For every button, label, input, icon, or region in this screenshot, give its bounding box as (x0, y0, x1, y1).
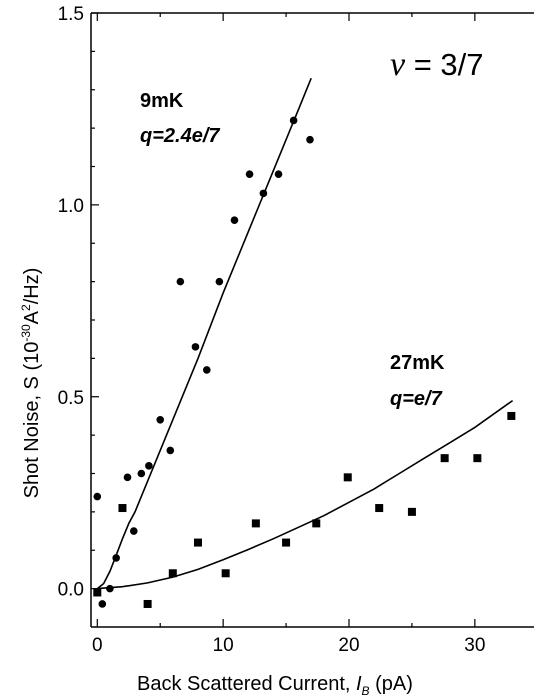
x-axis-title-unit: (pA) (370, 673, 413, 695)
y-axis-title-exp1: -30 (19, 324, 33, 342)
data-point-9mk (191, 343, 200, 351)
data-point-9mk (98, 600, 107, 608)
x-tick-label: 30 (464, 635, 485, 656)
data-point-9mk (129, 527, 138, 535)
fit-curve-27mk (97, 399, 514, 590)
data-point-9mk (93, 492, 102, 501)
nu-annotation: ν = 3/7 (390, 46, 484, 83)
charge-label-9mk: q=2.4e/7 (140, 125, 220, 147)
y-axis-title-tail: /Hz) (21, 268, 43, 305)
nu-symbol: ν (390, 46, 406, 83)
y-axis-title-exp2: 2 (19, 304, 33, 311)
data-point-9mk (274, 170, 283, 178)
x-axis-title: Back Scattered Current, IB (pA) (137, 673, 413, 698)
data-point-9mk (215, 277, 224, 286)
data-point-9mk (137, 469, 146, 478)
data-point-27mk (407, 507, 416, 516)
y-axis-title-mid: A (21, 310, 43, 324)
x-tick-label: 20 (338, 635, 359, 656)
data-point-27mk (375, 504, 384, 513)
data-points (93, 116, 516, 608)
y-tick-label: 1.5 (58, 4, 84, 25)
data-point-27mk (193, 538, 202, 547)
data-point-9mk (245, 170, 254, 178)
charge-label-27mk: q=e/7 (390, 388, 443, 410)
data-point-27mk (118, 504, 127, 513)
data-point-9mk (259, 189, 268, 198)
y-axis-title-text: Shot Noise, S (10 (21, 342, 43, 499)
data-point-27mk (507, 411, 516, 420)
series-label-9mk: 9mK (140, 90, 184, 112)
nu-value: = 3/7 (405, 47, 483, 82)
data-point-27mk (143, 599, 152, 608)
data-point-9mk (156, 415, 165, 424)
x-tick-label: 0 (92, 635, 103, 656)
data-point-27mk (473, 454, 482, 463)
data-point-27mk (343, 473, 352, 482)
x-axis-title-var: I (356, 673, 362, 695)
x-axis-title-text: Back Scattered Current, (137, 673, 356, 695)
data-point-9mk (176, 277, 185, 286)
data-point-9mk (230, 216, 239, 225)
y-axis-title-group: Shot Noise, S (10-30A2/Hz) (19, 268, 43, 499)
data-point-27mk (251, 519, 260, 528)
data-point-9mk (202, 366, 211, 374)
fit-curves (96, 77, 514, 590)
data-point-9mk (106, 584, 114, 593)
data-point-9mk (145, 462, 153, 470)
series-label-27mk: 27mK (390, 352, 445, 374)
x-tick-label: 10 (213, 635, 234, 656)
fit-curve-9mk (96, 77, 312, 590)
data-point-27mk (282, 538, 291, 547)
data-point-9mk (289, 116, 298, 125)
data-point-27mk (440, 454, 449, 463)
data-point-9mk (123, 473, 132, 482)
data-point-9mk (306, 135, 314, 144)
data-point-27mk (312, 519, 321, 528)
y-axis-title: Shot Noise, S (10-30A2/Hz) (19, 268, 43, 499)
y-tick-label: 1.0 (58, 196, 84, 217)
axis-tick-labels: 0 10 20 30 0.0 0.5 1.0 1.5 (58, 4, 486, 656)
y-tick-label: 0.0 (58, 580, 84, 601)
data-point-9mk (112, 554, 120, 562)
data-point-27mk (168, 569, 177, 578)
data-point-9mk (166, 446, 175, 455)
data-point-27mk (221, 569, 230, 578)
data-point-27mk (93, 588, 102, 597)
y-tick-label: 0.5 (58, 388, 84, 409)
x-axis-title-sub: B (362, 684, 370, 698)
